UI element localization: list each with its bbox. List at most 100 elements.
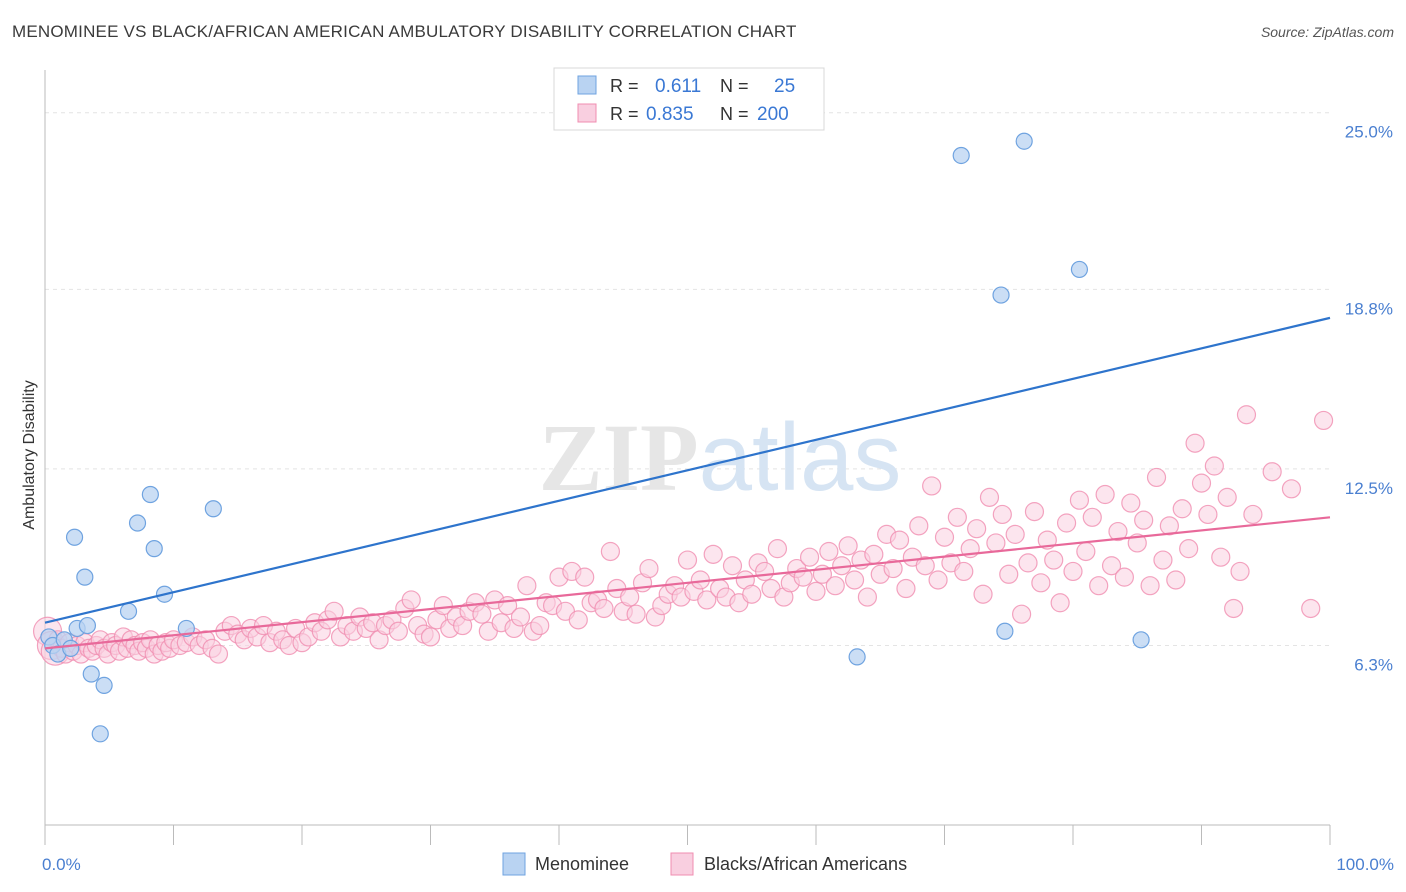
blacks-point [909,516,929,536]
blacks-point [1121,493,1141,513]
blacks-point [639,558,659,579]
x-tick-labels: 0.0% 100.0% [42,855,1394,874]
blacks-point [568,610,588,630]
blacks-point [677,550,698,570]
blacks-point [208,644,229,664]
blacks-point [1211,547,1231,567]
blacks-point [999,564,1019,584]
blacks-point [1198,504,1218,525]
legend-r-label-2: R = [610,104,639,124]
blacks-point [433,596,453,616]
blacks-point [754,561,775,582]
blacks-point [954,561,974,582]
blacks-point [1089,576,1109,596]
blacks-point [1108,521,1128,542]
blacks-point [1069,490,1090,510]
blacks-point [1236,405,1257,425]
blacks-point [973,584,993,604]
menominee-point [1070,260,1089,279]
y-tick-label: 25.0% [1345,123,1393,142]
menominee-point [65,528,84,546]
menominee-point [996,622,1014,640]
blacks-point [388,621,408,641]
blacks-point [986,533,1006,553]
blacks-point [889,530,910,550]
bottom-legend: Menominee Blacks/African Americans [502,852,907,876]
menominee-point [204,500,222,518]
blacks-point [1204,456,1224,476]
menominee-point [82,665,100,683]
blacks-point [1153,550,1173,570]
blacks-point [703,544,723,564]
bottom-legend-swatch-blacks [670,852,694,876]
blacks-point [967,519,987,539]
blacks-point [979,487,1000,507]
blacks-point [1301,598,1321,619]
blacks-point [767,539,788,559]
blacks-point [742,584,762,604]
legend-swatch-blacks [577,103,597,123]
bottom-legend-blacks: Blacks/African Americans [704,854,907,874]
blacks-point [806,581,826,601]
blacks-point [1011,604,1032,624]
blacks-point [1262,462,1282,482]
menominee-point [848,648,866,666]
bottom-legend-menominee: Menominee [535,854,629,874]
blacks-point [1063,561,1083,582]
blacks-point [799,547,820,567]
blacks-point [896,578,916,599]
blacks-point [1179,539,1199,559]
series-blacks-points [32,405,1334,666]
x-tick-label: 0.0% [42,855,81,874]
menominee-point [177,619,195,638]
blacks-point [600,541,621,562]
blacks-point [1031,573,1051,593]
blacks-point [722,556,743,576]
menominee-point [141,485,159,504]
blacks-point [819,541,839,562]
blacks-point [324,601,344,621]
menominee-point [1015,132,1033,150]
blacks-point [864,544,884,564]
legend-n-label-1: N = [720,76,749,96]
blacks-point [1076,541,1096,562]
blacks-point [1056,513,1077,533]
blacks-point [1101,556,1122,576]
menominee-point [78,616,97,635]
axes [44,70,1331,845]
blacks-point [1159,516,1179,536]
menominee-point [952,146,970,165]
chart-title: MENOMINEE VS BLACK/AFRICAN AMERICAN AMBU… [12,22,797,41]
menominee-point [1132,631,1150,649]
menominee-point [95,676,113,694]
blacks-point [883,558,903,579]
blacks-point [510,607,531,627]
bottom-legend-swatch-menominee [502,852,526,876]
blacks-point [1166,570,1186,590]
blacks-point [838,536,858,556]
blacks-point [922,476,942,496]
legend: R = 0.611 N = 25 R = 0.835 N = 200 [553,67,825,131]
blacks-point [1050,593,1070,613]
y-axis-label: Ambulatory Disability [21,380,38,529]
blacks-point [1146,467,1167,488]
blacks-point [420,627,441,647]
blacks-point [697,590,717,610]
series-menominee-points [40,132,1150,743]
legend-n-label-2: N = [720,104,749,124]
blacks-point [401,590,421,610]
blacks-point [1230,561,1250,582]
menominee-point [128,514,147,532]
blacks-point [793,567,813,587]
blacks-point [992,504,1012,525]
blacks-point [857,587,878,607]
legend-n-value-2: 200 [757,104,789,125]
trend-lines [44,316,1331,650]
blacks-point [1313,410,1334,431]
blacks-point [1140,576,1160,596]
blacks-point [1217,487,1237,507]
blacks-point [1114,567,1135,587]
menominee-trend-line [44,316,1331,624]
blacks-point [844,570,865,590]
